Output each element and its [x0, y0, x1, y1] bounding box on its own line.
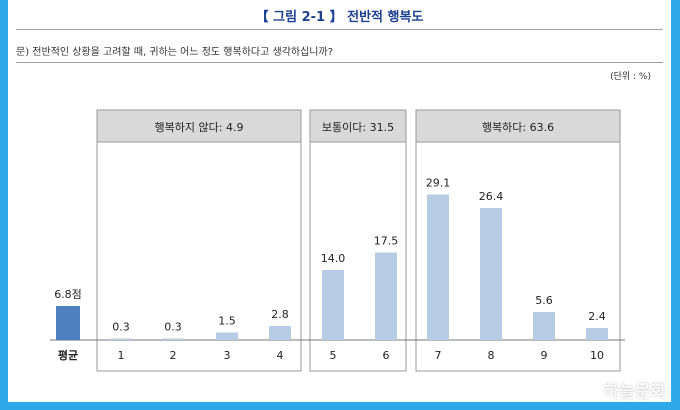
bar — [162, 338, 184, 340]
x-tick-label: 1 — [118, 349, 125, 362]
x-tick-label: 10 — [590, 349, 604, 362]
bar-value-label: 5.6 — [535, 294, 553, 307]
group-header — [96, 109, 302, 143]
group-header-label: 행복하지 않다: 4.9 — [155, 120, 244, 134]
bar-value-label: 2.4 — [588, 310, 606, 323]
x-tick-label: 7 — [435, 349, 442, 362]
bar-value-label: 14.0 — [321, 252, 346, 265]
x-tick-label: 2 — [170, 349, 177, 362]
group-header — [415, 109, 621, 143]
bar — [427, 194, 449, 340]
x-tick-label: 8 — [488, 349, 495, 362]
bar-value-label: 29.1 — [426, 177, 451, 190]
bar — [322, 270, 344, 340]
survey-question: 문) 전반적인 상황을 고려할 때, 귀하는 어느 정도 행복하다고 생각하십니… — [16, 47, 333, 58]
watermark-text: 하늘문화 — [603, 382, 666, 402]
group-header — [309, 109, 407, 143]
figure-title: 【 그림 2-1 】 전반적 행복도 — [255, 10, 424, 25]
bar-value-label: 2.8 — [271, 308, 289, 321]
x-tick-label: 3 — [224, 349, 231, 362]
bar — [533, 312, 555, 340]
bar — [110, 338, 132, 340]
average-tick-label: 평균 — [58, 348, 78, 362]
x-tick-label: 9 — [541, 349, 548, 362]
x-tick-label: 4 — [277, 349, 284, 362]
bar — [269, 326, 291, 340]
bar — [216, 332, 238, 340]
average-value-label: 6.8점 — [54, 288, 82, 301]
question-rule — [16, 62, 663, 63]
bar-value-label: 26.4 — [479, 190, 504, 203]
bar — [586, 328, 608, 340]
bar-value-label: 17.5 — [374, 235, 399, 248]
average-bar — [56, 306, 80, 340]
watermark: 하늘문화 — [584, 377, 666, 402]
bar-value-label: 1.5 — [218, 315, 236, 328]
x-tick-label: 6 — [383, 349, 390, 362]
bar-value-label: 0.3 — [112, 321, 130, 334]
bar-value-label: 0.3 — [164, 321, 182, 334]
unit-label: (단위 : %) — [610, 72, 651, 82]
title-rule — [16, 29, 663, 30]
group-header-label: 행복하다: 63.6 — [482, 120, 554, 134]
group-header-label: 보통이다: 31.5 — [322, 121, 394, 134]
x-tick-label: 5 — [330, 349, 337, 362]
watermark-logo-icon — [584, 383, 601, 399]
bar — [375, 252, 397, 340]
bar — [480, 208, 502, 340]
